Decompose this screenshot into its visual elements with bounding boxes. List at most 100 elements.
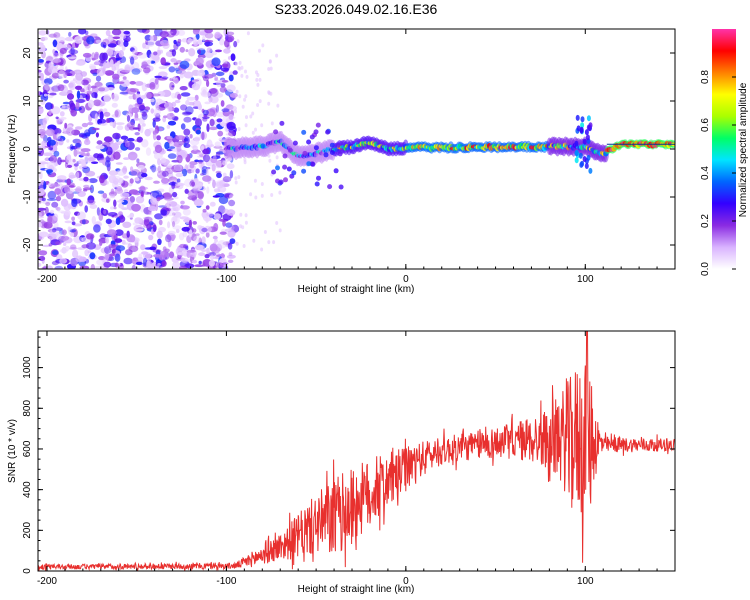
- noise-speck: [38, 106, 44, 115]
- noise-speck: [55, 116, 59, 120]
- noise-speck: [99, 241, 103, 246]
- noise-speck: [141, 111, 147, 117]
- noise-speck: [212, 179, 216, 189]
- noise-speck: [46, 265, 53, 269]
- noise-speck: [197, 69, 206, 77]
- noise-speck: [200, 173, 205, 176]
- noise-speck: [89, 204, 98, 209]
- noise-speck: [176, 178, 181, 183]
- noise-speck: [141, 251, 149, 255]
- noise-speck: [216, 172, 222, 179]
- noise-speck: [206, 123, 210, 132]
- noise-speck: [54, 265, 64, 269]
- noise-speck: [38, 212, 42, 217]
- noise-speck: [103, 261, 112, 268]
- noise-speck: [75, 255, 84, 263]
- noise-speck: [134, 217, 143, 224]
- noise-speck: [152, 119, 156, 128]
- noise-speck: [157, 71, 168, 78]
- noise-speck: [173, 62, 179, 65]
- noise-speck: [154, 77, 159, 85]
- noise-speck: [177, 182, 182, 185]
- noise-speck: [82, 219, 86, 225]
- noise-speck: [56, 206, 61, 211]
- noise-speck: [172, 261, 181, 269]
- figure-title: S233.2026.049.02.16.E36: [275, 1, 438, 17]
- signal-scatter: [291, 170, 297, 176]
- noise-speck: [154, 144, 163, 154]
- noise-speck: [201, 227, 208, 233]
- noise-speck: [135, 196, 145, 204]
- noise-speck: [83, 184, 90, 188]
- noise-speck: [112, 248, 116, 254]
- noise-speck: [84, 249, 89, 257]
- snr-y-label: SNR (10 * v/v): [7, 419, 18, 483]
- noise-speck: [78, 178, 85, 181]
- noise-speck: [209, 201, 216, 207]
- noise-speck: [227, 36, 233, 43]
- noise-speck: [147, 205, 157, 212]
- colorbar-tick-label: 0.8: [700, 70, 711, 84]
- noise-speck: [228, 199, 236, 207]
- noise-speck: [76, 90, 81, 99]
- noise-speck: [224, 228, 234, 233]
- noise-speck: [70, 109, 77, 117]
- noise-speck: [48, 139, 56, 146]
- noise-speck: [235, 89, 239, 94]
- noise-speck: [172, 216, 178, 223]
- noise-speck: [226, 209, 236, 216]
- noise-speck: [76, 171, 80, 179]
- noise-speck: [49, 92, 57, 96]
- noise-speck: [276, 103, 280, 108]
- noise-speck: [225, 222, 233, 228]
- noise-speck: [51, 201, 59, 208]
- signal-scatter: [309, 134, 315, 140]
- noise-speck: [109, 121, 114, 127]
- noise-speck: [180, 92, 191, 97]
- noise-speck: [205, 248, 210, 253]
- noise-speck: [267, 101, 271, 106]
- noise-speck: [107, 212, 118, 217]
- noise-speck: [132, 49, 138, 55]
- noise-speck: [99, 108, 104, 113]
- noise-speck: [111, 93, 120, 102]
- noise-speck: [41, 197, 46, 202]
- noise-speck: [124, 140, 130, 148]
- colorbar-gradient: [712, 29, 736, 269]
- signal-scatter: [271, 169, 277, 175]
- noise-speck: [84, 30, 89, 35]
- noise-speck: [160, 39, 170, 47]
- noise-speck: [176, 145, 182, 152]
- noise-speck: [203, 225, 212, 233]
- noise-speck: [175, 135, 186, 141]
- noise-speck: [219, 160, 229, 163]
- noise-speck: [216, 262, 224, 269]
- noise-speck: [192, 29, 200, 35]
- noise-speck: [97, 85, 106, 94]
- noise-speck: [208, 213, 215, 218]
- noise-speck: [148, 211, 153, 216]
- noise-speck: [181, 111, 192, 116]
- noise-speck: [46, 169, 53, 174]
- noise-speck: [232, 70, 238, 75]
- noise-speck: [258, 99, 262, 104]
- noise-speck: [96, 140, 103, 145]
- noise-speck: [75, 186, 82, 194]
- noise-speck: [89, 65, 97, 70]
- noise-speck: [76, 71, 81, 76]
- noise-speck: [80, 71, 88, 77]
- noise-speck: [226, 84, 236, 93]
- noise-speck: [99, 52, 106, 61]
- noise-speck: [38, 262, 42, 267]
- noise-speck: [87, 99, 95, 109]
- noise-speck: [103, 136, 113, 143]
- noise-speck: [221, 121, 225, 128]
- noise-speck: [160, 209, 168, 216]
- noise-speck: [159, 128, 163, 131]
- noise-speck: [191, 79, 195, 83]
- noise-speck: [129, 217, 133, 220]
- noise-speck: [136, 97, 143, 105]
- noise-speck: [114, 238, 123, 243]
- noise-speck: [152, 249, 162, 253]
- noise-speck: [53, 52, 59, 58]
